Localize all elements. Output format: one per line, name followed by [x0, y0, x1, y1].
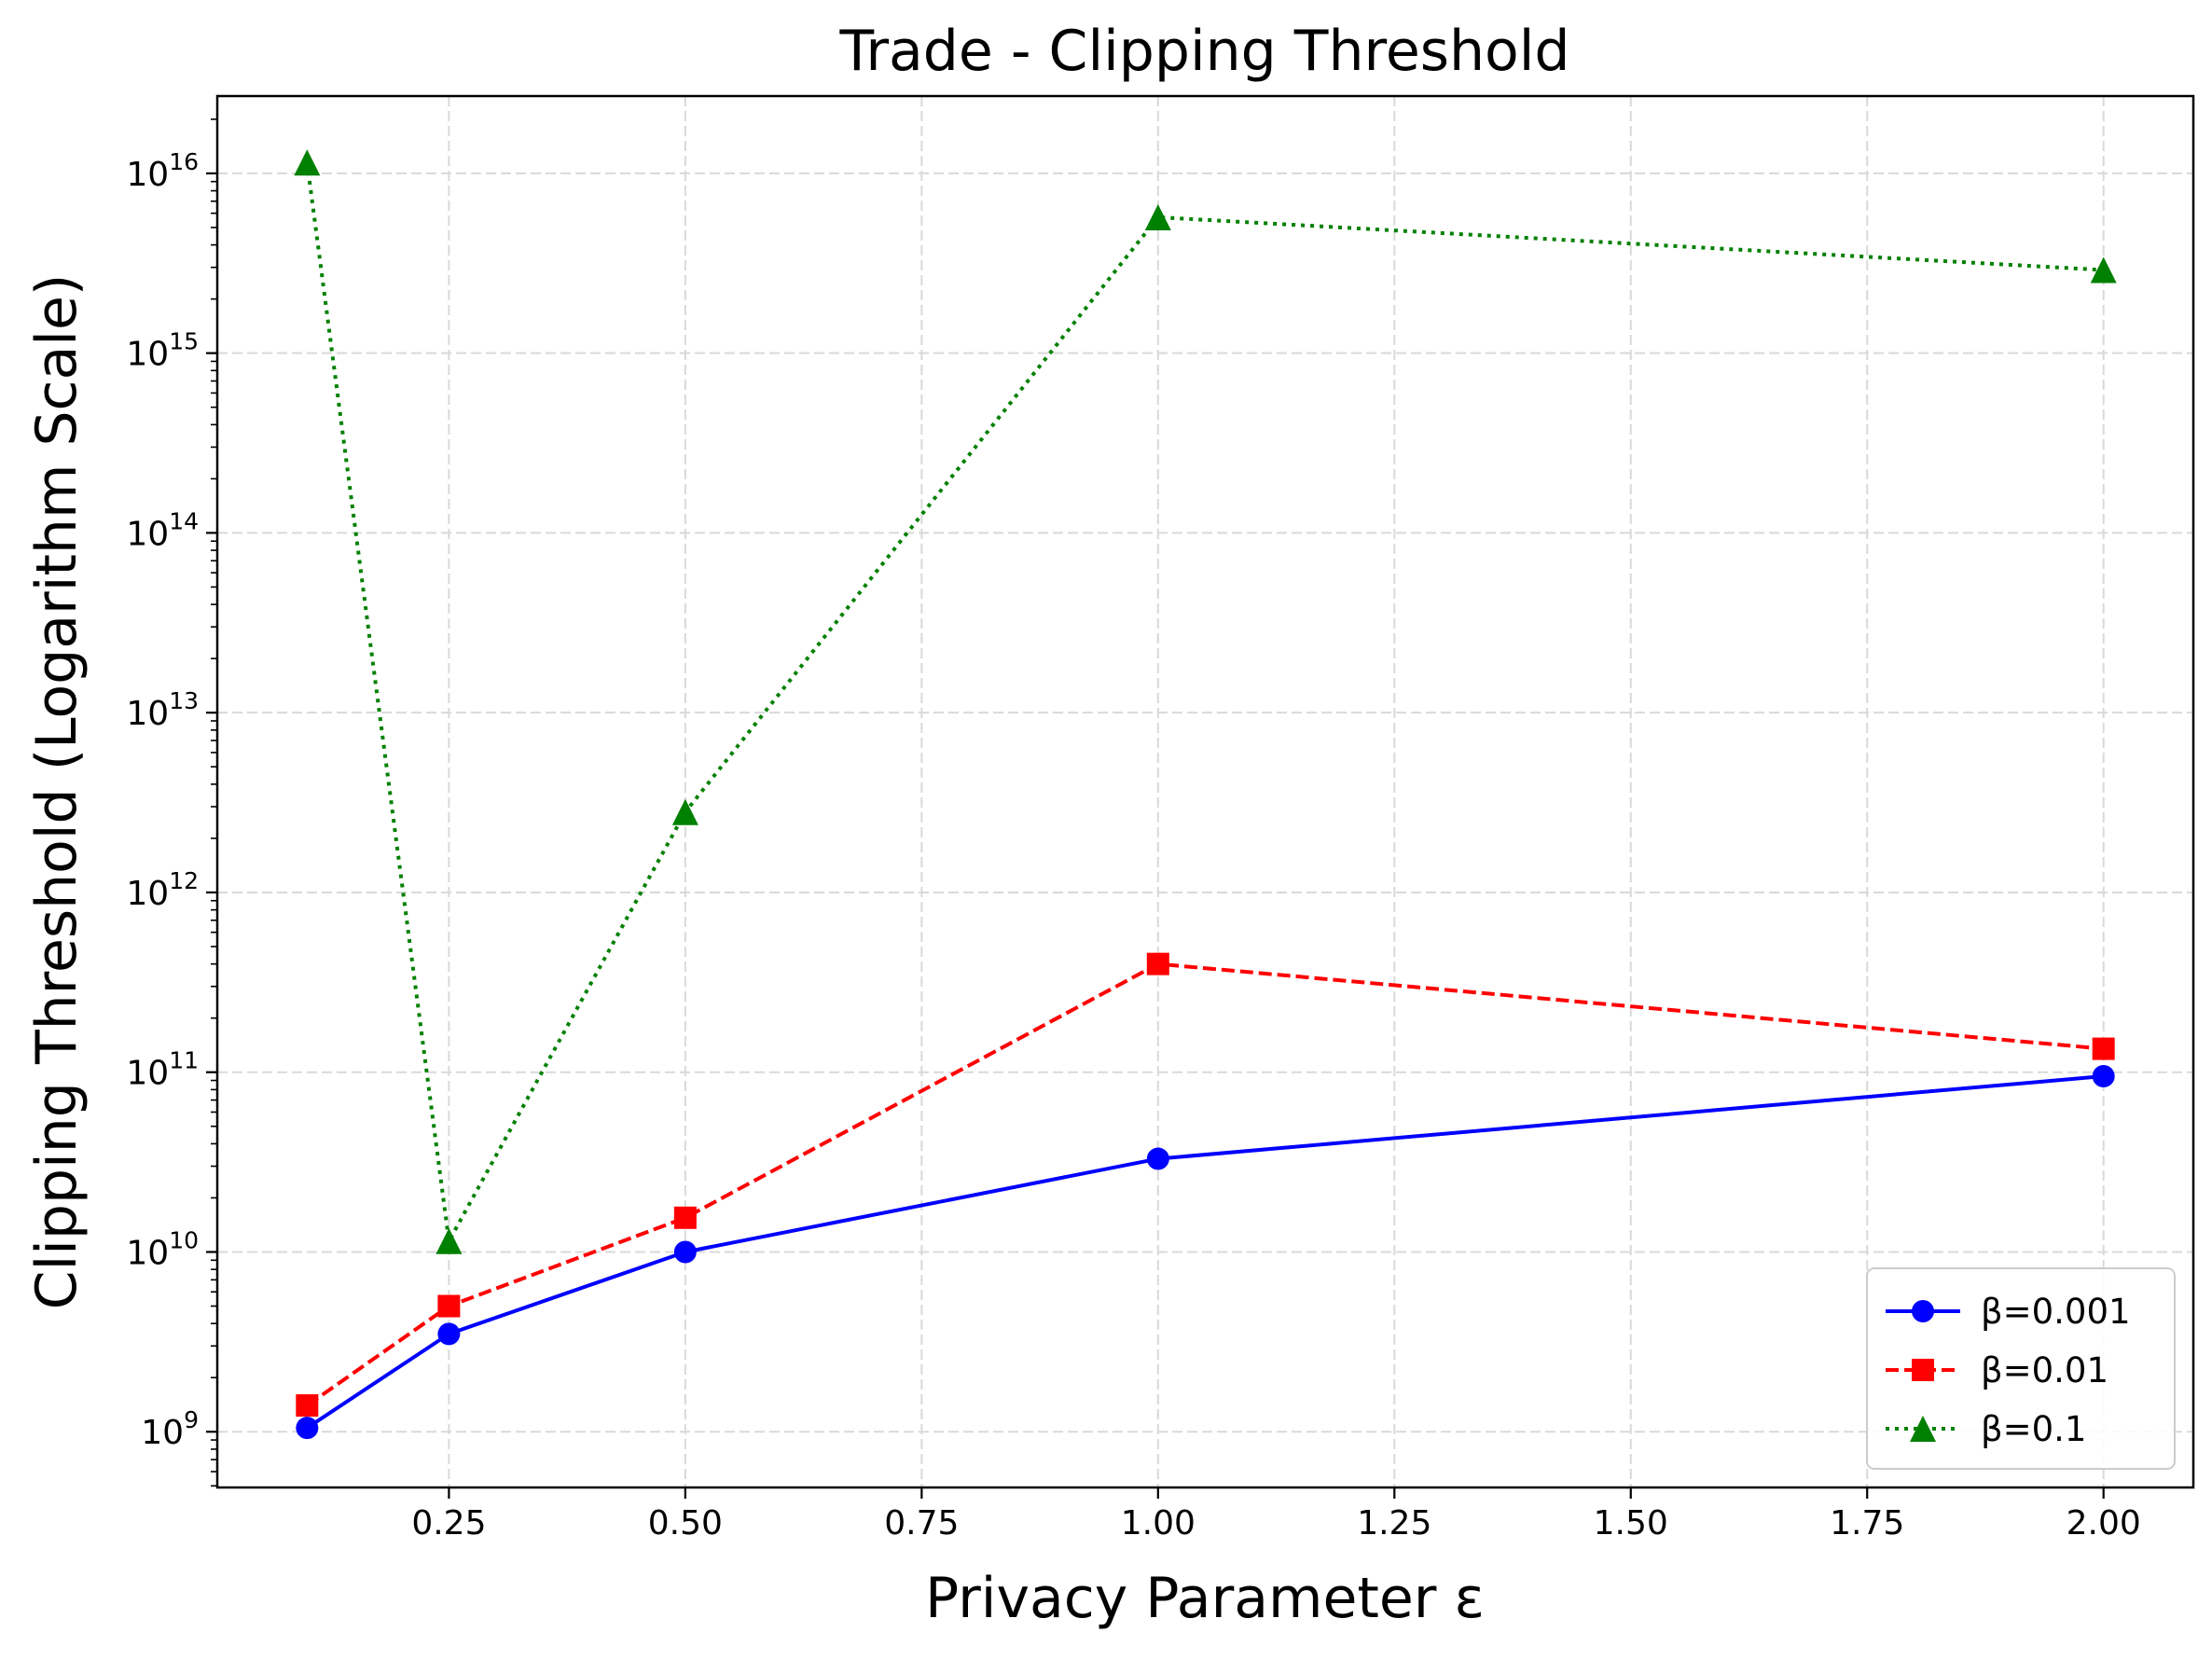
series-1	[296, 1065, 2115, 1440]
legend-item: β=0.1	[1886, 1409, 2086, 1449]
x-tick-label: 0.75	[884, 1504, 959, 1542]
data-point	[2092, 1065, 2115, 1088]
data-point	[296, 1417, 319, 1440]
x-axis-label: Privacy Parameter ε	[925, 1566, 1485, 1631]
x-tick-label: 1.75	[1830, 1504, 1904, 1542]
legend-item: β=0.01	[1886, 1350, 2108, 1390]
axis-ticks: 0.25 0.50 0.75 1.00 1.25 1.50 1.75 2.00 109 1010 1…	[126, 118, 2141, 1542]
x-tick-label: 1.25	[1357, 1504, 1431, 1542]
legend: β=0.001 β=0.01 β=0.1	[1866, 1267, 2176, 1470]
x-tick-label: 0.50	[648, 1504, 723, 1542]
legend-label: β=0.1	[1981, 1409, 2086, 1449]
chart-title: Trade - Clipping Threshold	[838, 19, 1569, 84]
series-2	[296, 952, 2115, 1418]
series-layer	[294, 149, 2117, 1440]
y-tick-label: 1015	[126, 328, 199, 374]
y-tick-label: 1013	[126, 687, 199, 733]
legend-label: β=0.001	[1981, 1292, 2131, 1332]
data-point	[294, 149, 321, 176]
y-tick-label: 1012	[126, 867, 199, 913]
data-point	[1146, 1147, 1169, 1170]
y-tick-label: 1014	[126, 507, 199, 553]
x-tick-label: 1.00	[1121, 1504, 1196, 1542]
y-tick-label: 109	[141, 1406, 199, 1452]
data-point	[437, 1322, 461, 1346]
data-point	[296, 1394, 319, 1418]
x-tick-label: 0.25	[411, 1504, 486, 1542]
data-point	[2092, 1037, 2115, 1060]
data-point	[2090, 256, 2117, 284]
data-point	[1146, 952, 1169, 975]
legend-label: β=0.01	[1981, 1350, 2108, 1390]
data-point	[671, 798, 698, 825]
legend-box	[1866, 1267, 2176, 1470]
series-line-2	[306, 961, 2104, 1407]
grid	[217, 96, 2193, 1487]
y-tick-label: 1016	[126, 148, 199, 194]
y-tick-label: 1011	[126, 1047, 199, 1093]
y-tick-label: 1010	[126, 1226, 199, 1272]
series-3	[294, 149, 2117, 1254]
legend-marker-swatch	[1912, 1359, 1934, 1381]
legend-marker-swatch	[1910, 1416, 1936, 1442]
y-axis-label: Clipping Threshold (Logarithm Scale)	[24, 274, 90, 1310]
data-point	[435, 1227, 463, 1254]
plot-area-frame	[215, 94, 2195, 1489]
legend-marker-swatch	[1912, 1300, 1934, 1322]
data-point	[673, 1206, 697, 1229]
data-point	[1144, 203, 1171, 230]
x-tick-label: 1.50	[1594, 1504, 1668, 1542]
x-tick-label: 2.00	[2067, 1504, 2141, 1542]
data-point	[437, 1294, 461, 1318]
legend-item: β=0.001	[1886, 1292, 2131, 1332]
data-point	[673, 1240, 697, 1264]
